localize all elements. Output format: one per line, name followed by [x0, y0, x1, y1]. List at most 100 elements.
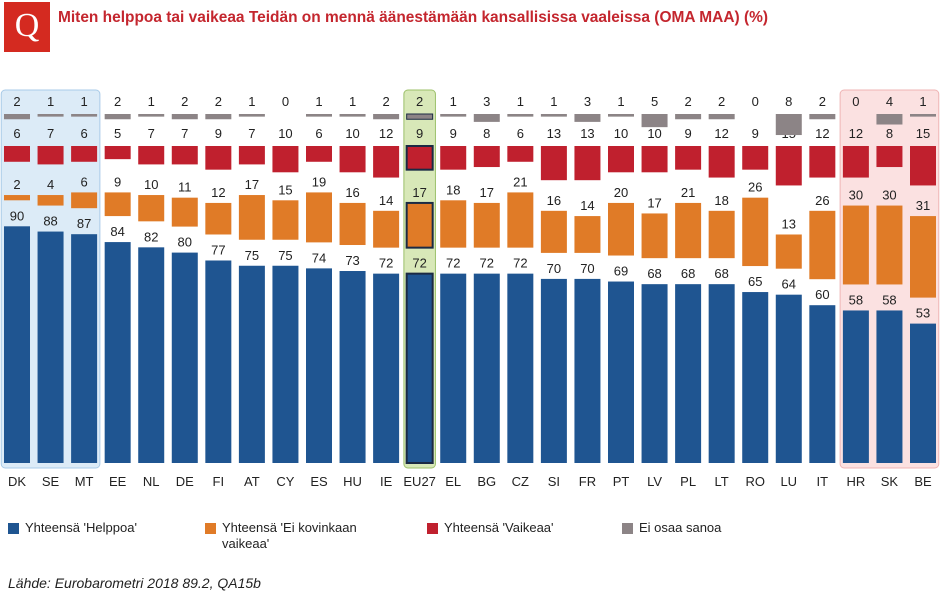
- bar: [104, 114, 131, 120]
- x-tick-label: PT: [613, 474, 630, 489]
- bar: [71, 234, 98, 463]
- x-tick-label: PL: [680, 474, 696, 489]
- bar: [641, 213, 668, 259]
- bar: [405, 145, 434, 171]
- bar: [171, 197, 198, 227]
- value-label: 0: [852, 94, 859, 109]
- value-label: 64: [782, 277, 796, 292]
- value-label: 12: [714, 126, 728, 141]
- value-label: 1: [349, 94, 356, 109]
- value-label: 72: [412, 256, 426, 271]
- bar: [608, 114, 634, 117]
- bar: [507, 273, 534, 463]
- bar: [641, 114, 668, 128]
- bar: [205, 146, 232, 170]
- bar: [540, 146, 567, 181]
- bar: [104, 146, 131, 160]
- bar: [406, 113, 434, 120]
- value-label: 1: [550, 94, 557, 109]
- value-label: 80: [178, 235, 192, 250]
- value-label: 60: [815, 287, 829, 302]
- value-label: 1: [148, 94, 155, 109]
- x-tick-label: EU27: [403, 474, 436, 489]
- bar: [708, 210, 735, 259]
- bar: [440, 200, 467, 248]
- bar: [138, 195, 165, 222]
- bar: [876, 114, 903, 125]
- bar: [507, 146, 534, 162]
- legend-item: Yhteensä 'Ei kovinkaan vaikeaa': [205, 520, 395, 550]
- bar: [809, 146, 836, 178]
- value-label: 1: [919, 94, 926, 109]
- value-label: 17: [480, 185, 494, 200]
- value-label: 1: [450, 94, 457, 109]
- bar: [775, 234, 802, 269]
- value-label: 12: [815, 126, 829, 141]
- legend-label: Ei osaa sanoa: [639, 520, 722, 535]
- value-label: 2: [684, 94, 691, 109]
- bar: [37, 114, 64, 117]
- bar: [238, 114, 265, 117]
- bar: [608, 281, 634, 463]
- value-label: 1: [617, 94, 624, 109]
- value-label: 2: [215, 94, 222, 109]
- legend-label: Yhteensä 'Helppoa': [25, 520, 137, 535]
- bar: [473, 146, 500, 168]
- bar: [171, 252, 198, 463]
- bar: [4, 146, 30, 162]
- chart-title: Miten helppoa tai vaikeaa Teidän on menn…: [58, 9, 768, 26]
- x-tick-label: SK: [881, 474, 899, 489]
- bar: [238, 146, 265, 165]
- value-label: 9: [450, 126, 457, 141]
- bar: [306, 192, 332, 243]
- x-tick-label: DK: [8, 474, 26, 489]
- bar: [608, 202, 634, 256]
- legend-label: Yhteensä 'Vaikeaa': [444, 520, 554, 535]
- bar: [171, 114, 198, 120]
- legend-item: Yhteensä 'Vaikeaa': [427, 520, 617, 536]
- value-label: 1: [315, 94, 322, 109]
- value-label: 72: [446, 256, 460, 271]
- bar: [910, 216, 936, 298]
- legend-item: Yhteensä 'Helppoa': [8, 520, 198, 536]
- bar: [171, 146, 198, 165]
- value-label: 7: [248, 126, 255, 141]
- value-label: 10: [345, 126, 359, 141]
- bar: [842, 146, 869, 178]
- value-label: 7: [181, 126, 188, 141]
- bar: [306, 146, 332, 162]
- value-label: 18: [446, 182, 460, 197]
- legend-item: Ei osaa sanoa: [622, 520, 812, 536]
- bar: [842, 310, 869, 463]
- value-label: 8: [886, 126, 893, 141]
- value-label: 9: [416, 126, 423, 141]
- x-tick-label: AT: [244, 474, 260, 489]
- bar: [876, 310, 903, 463]
- bar: [71, 114, 98, 117]
- x-tick-label: ES: [310, 474, 328, 489]
- value-label: 70: [547, 261, 561, 276]
- bar: [910, 146, 936, 186]
- value-label: 65: [748, 274, 762, 289]
- value-label: 7: [148, 126, 155, 141]
- logo-box: [4, 2, 50, 52]
- bar: [641, 284, 668, 463]
- x-tick-label: MT: [75, 474, 94, 489]
- value-label: 10: [647, 126, 661, 141]
- bar: [809, 305, 836, 463]
- bar: [675, 284, 702, 463]
- bar: [675, 114, 702, 120]
- value-label: 21: [513, 174, 527, 189]
- value-label: 12: [849, 126, 863, 141]
- value-label: 9: [684, 126, 691, 141]
- value-label: 82: [144, 229, 158, 244]
- value-label: 9: [215, 126, 222, 141]
- legend-label: Yhteensä 'Ei kovinkaan vaikeaa': [222, 520, 357, 550]
- legend-swatch: [205, 523, 216, 534]
- value-label: 30: [882, 188, 896, 203]
- bar: [574, 216, 601, 253]
- value-label: 4: [886, 94, 893, 109]
- bar: [574, 278, 601, 463]
- bar: [238, 195, 265, 240]
